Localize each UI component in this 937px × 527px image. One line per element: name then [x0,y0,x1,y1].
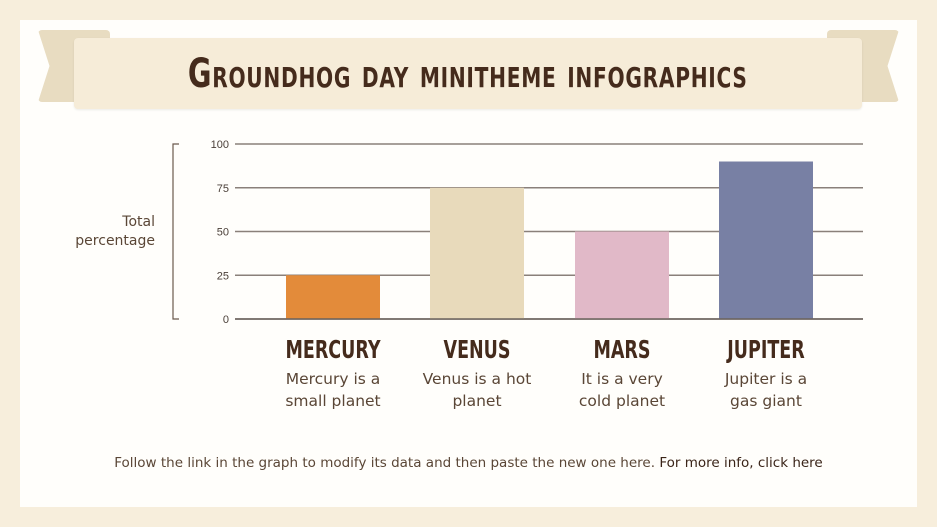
y-tick-label: 75 [217,183,229,195]
y-axis-label: Total percentage [75,214,155,249]
category-description: Mercury is a small planet [285,370,381,410]
footer: Follow the link in the graph to modify i… [0,455,937,471]
category-mars: MARS It is a very cold planet [542,335,702,412]
title-banner: Groundhog day minitheme infographics [74,38,862,109]
bar-mars [575,231,669,319]
bar-venus [430,187,524,319]
page-title: Groundhog day minitheme infographics [188,50,748,97]
bar-jupiter [719,161,813,319]
category-label: MARS [593,335,651,364]
category-label: MERCURY [285,335,381,364]
y-tick-label: 100 [211,139,229,151]
bar-mercury [286,275,380,319]
category-venus: VENUS Venus is a hot planet [397,335,557,412]
category-description: Venus is a hot planet [422,370,532,410]
category-description: Jupiter is a gas giant [724,370,808,410]
category-mercury: MERCURY Mercury is a small planet [253,335,413,412]
category-description: It is a very cold planet [578,370,666,410]
y-axis-bracket [172,143,179,320]
footer-text: Follow the link in the graph to modify i… [114,455,656,471]
more-info-link[interactable]: For more info, click here [659,455,823,471]
y-tick-label: 25 [217,270,229,282]
y-tick-label: 50 [217,227,229,239]
y-tick-label: 0 [223,314,229,326]
category-jupiter: JUPITER Jupiter is a gas giant [686,335,846,412]
category-label: JUPITER [727,335,805,364]
category-label: VENUS [443,335,511,364]
